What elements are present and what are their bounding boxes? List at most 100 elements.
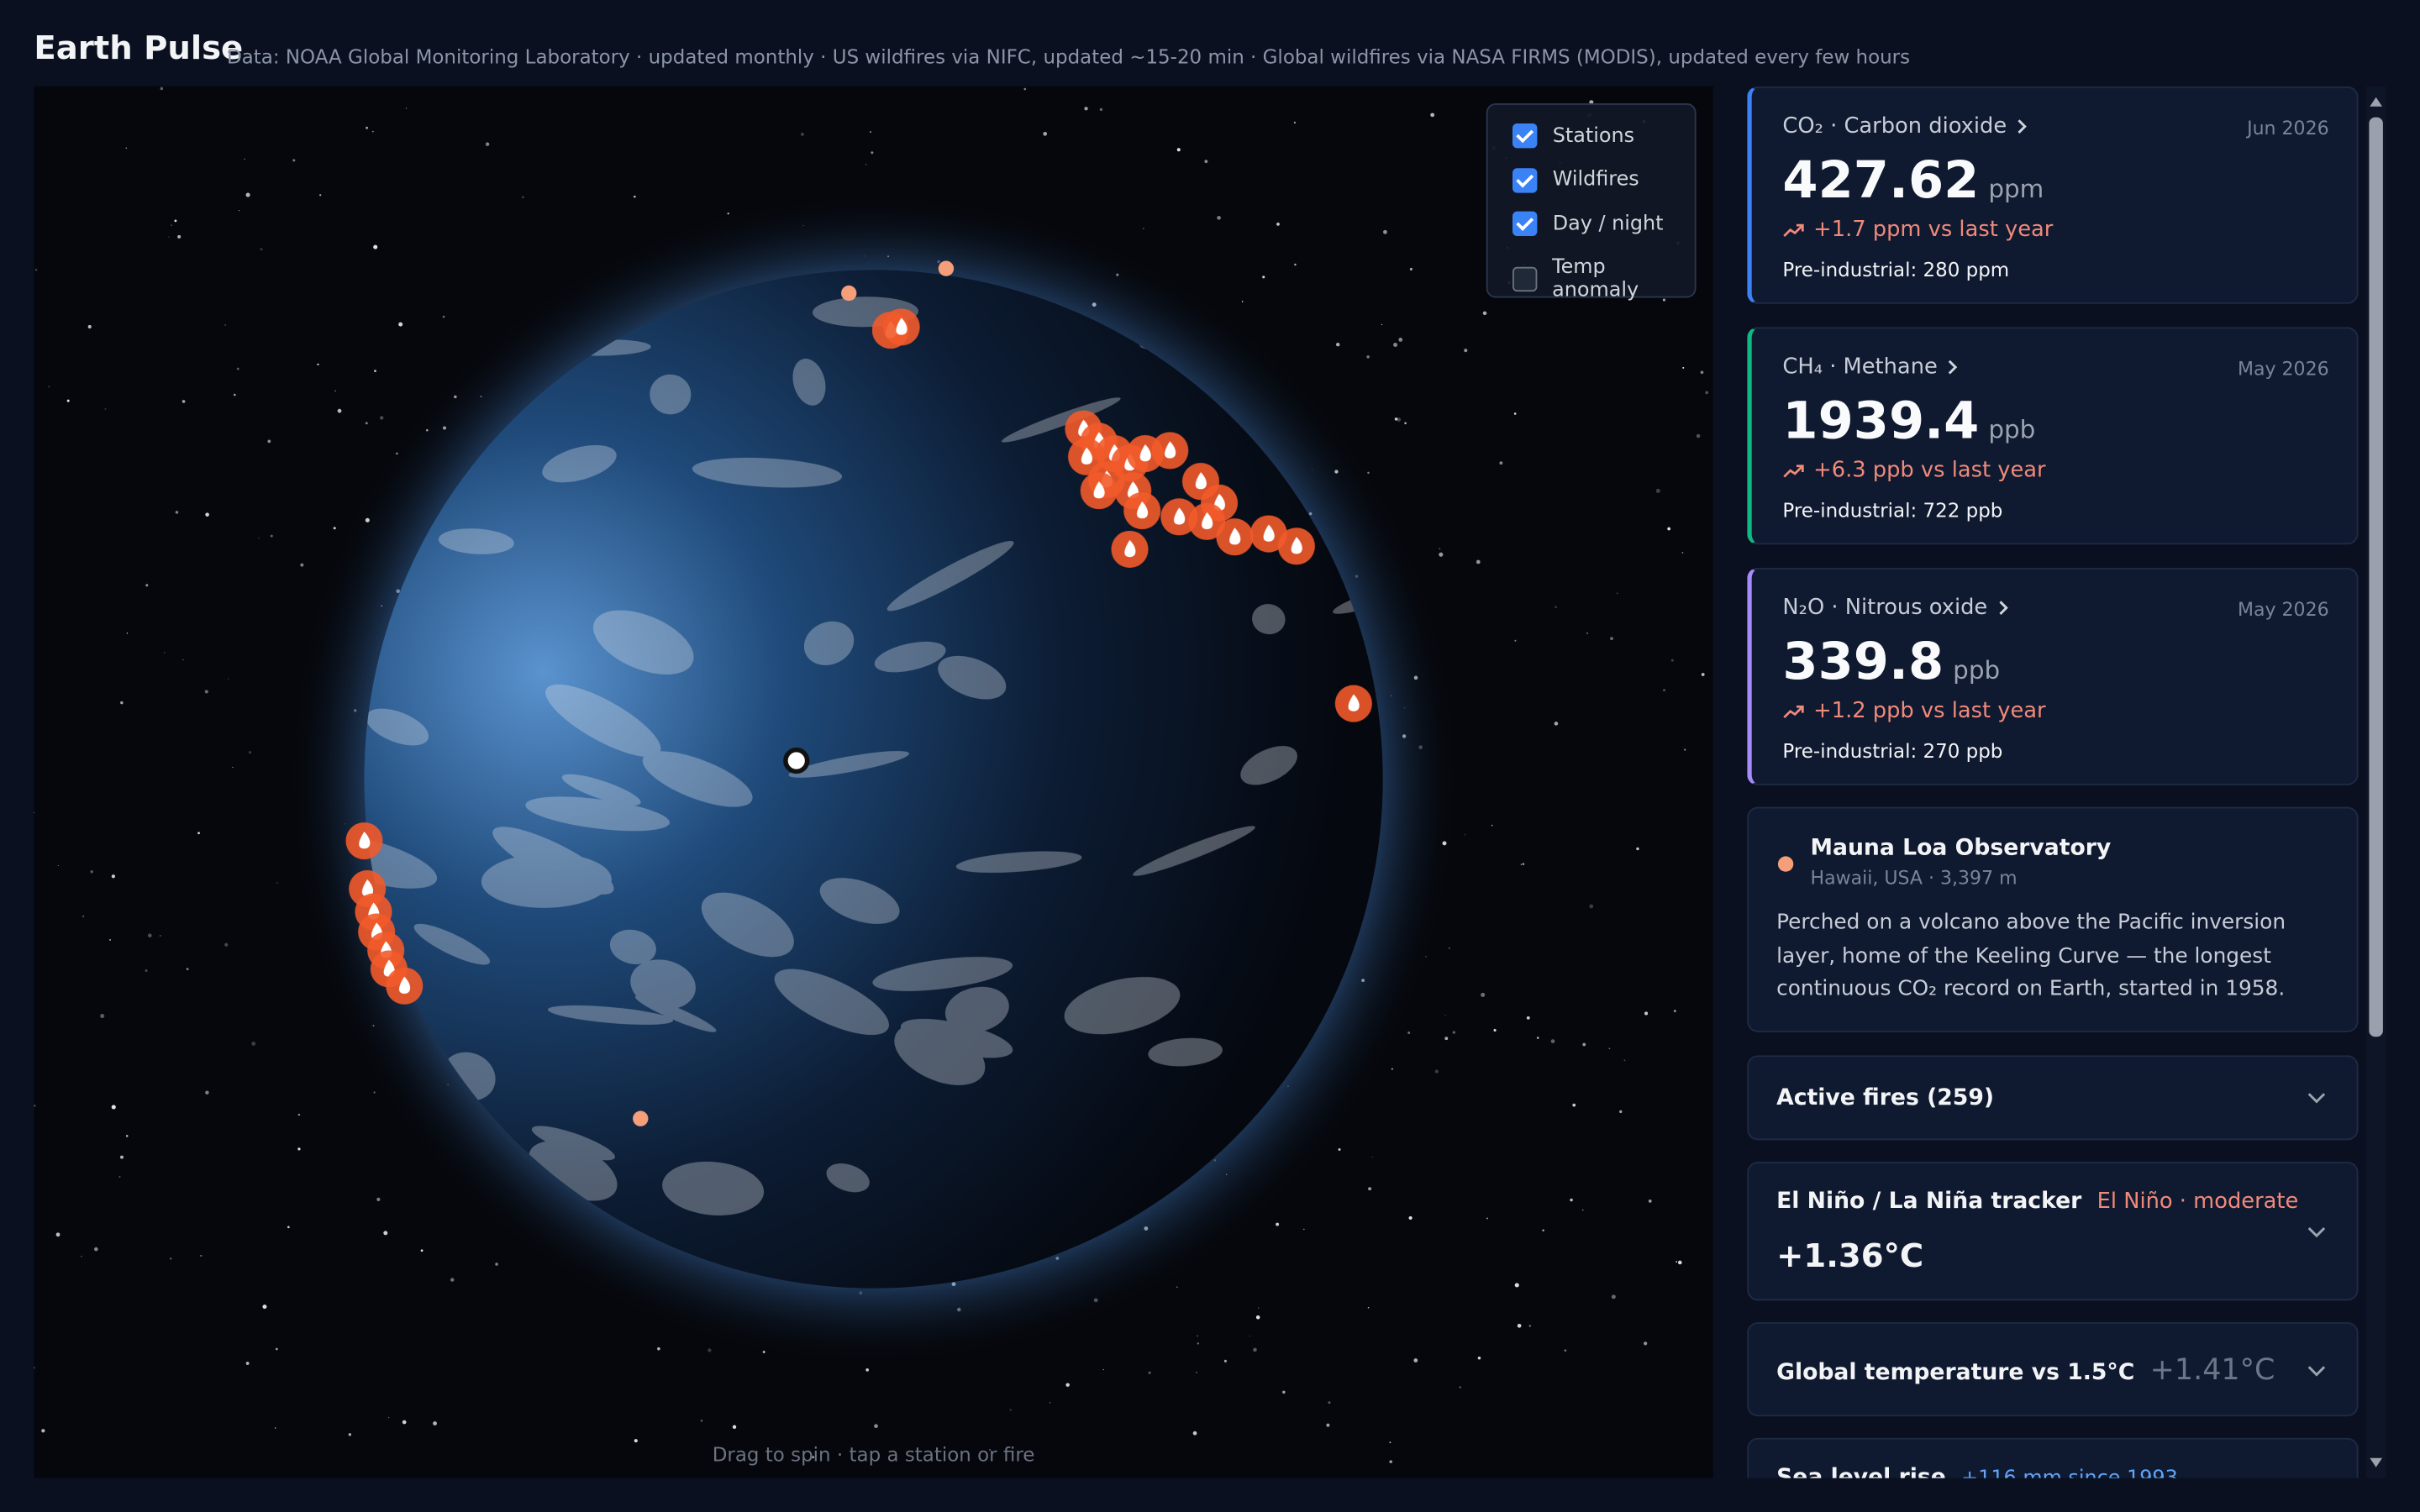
star [1586, 632, 1588, 634]
star [1223, 1359, 1227, 1362]
fire-marker[interactable] [1080, 472, 1118, 510]
layer-toggle[interactable]: Temp anomaly [1512, 255, 1695, 302]
fire-marker[interactable] [1216, 518, 1254, 556]
star [300, 563, 304, 567]
chevron-right[interactable] [1996, 599, 2009, 617]
checkbox[interactable] [1512, 167, 1538, 192]
star [1493, 1028, 1497, 1032]
metric-value: 1939.4 ppb [1782, 391, 2035, 451]
cloud [819, 878, 900, 924]
fire-marker[interactable] [386, 967, 424, 1005]
star [1610, 637, 1614, 641]
metric-unit: ppm [1988, 174, 2044, 204]
star [1662, 298, 1666, 302]
cloud [874, 641, 946, 673]
chevron-down[interactable] [2307, 1366, 2326, 1378]
metric-value: 427.62 ppm [1782, 150, 2044, 210]
metric-number: 427.62 [1782, 150, 1980, 210]
star [1383, 229, 1387, 234]
cloud [1133, 826, 1255, 876]
fire-marker[interactable] [1123, 491, 1161, 530]
star [120, 701, 124, 705]
globe-canvas[interactable] [34, 87, 1712, 1478]
star [433, 1421, 437, 1425]
star [1589, 904, 1594, 909]
chevron-down[interactable] [2307, 1226, 2326, 1239]
fire-marker[interactable] [1111, 530, 1149, 568]
star [94, 1247, 98, 1252]
checkbox[interactable] [1512, 123, 1538, 149]
cloud [542, 444, 617, 483]
star [1368, 1187, 1372, 1191]
star [373, 244, 378, 249]
selected-station[interactable] [783, 747, 810, 774]
metric-card[interactable]: CH₄ · Methane May 2026 1939.4 ppb +6.3 ppb v… [1747, 327, 2359, 545]
chevron-right[interactable] [1947, 358, 1960, 376]
metric-date: May 2026 [2237, 358, 2329, 380]
star [1394, 417, 1398, 421]
fire-marker[interactable] [1277, 528, 1315, 565]
temperature-panel[interactable]: Global temperature vs 1.5°C +1.41°C [1747, 1322, 2359, 1417]
fire-marker[interactable] [882, 308, 920, 346]
cloud [774, 969, 889, 1035]
metric-baseline: Pre-industrial: 722 ppb [1782, 498, 2003, 522]
metric-unit: ppb [1988, 415, 2036, 444]
station-location: Hawaii, USA · 3,397 m [1810, 867, 2018, 889]
cloud [525, 796, 670, 832]
metric-name[interactable]: CH₄ · Methane [1782, 354, 1960, 380]
panel-title: El Niño / La Niña tracker [1776, 1189, 2082, 1215]
station-marker[interactable] [841, 285, 857, 302]
metric-change-text: +1.2 ppb vs last year [1813, 699, 2046, 724]
star [1676, 1261, 1678, 1263]
cloud [1481, 838, 1573, 897]
cloud [189, 1206, 263, 1270]
star [420, 1249, 424, 1252]
layer-toggle[interactable]: Day / night [1512, 211, 1664, 237]
checkbox[interactable] [1512, 265, 1537, 291]
station-marker[interactable] [938, 260, 955, 276]
fire-icon [1195, 472, 1207, 490]
metric-change-text: +6.3 ppb vs last year [1813, 458, 2046, 483]
fire-marker[interactable] [1160, 498, 1198, 536]
chevron-down[interactable] [2307, 1092, 2326, 1105]
fire-marker[interactable] [1151, 432, 1189, 470]
star [1413, 1358, 1418, 1362]
star [334, 390, 336, 392]
layer-label: Day / night [1552, 212, 1664, 236]
star [109, 938, 112, 941]
metric-card[interactable]: CO₂ · Carbon dioxide Jun 2026 427.62 ppm +1.… [1747, 86, 2359, 304]
scrollbar[interactable] [2365, 86, 2386, 1478]
fire-marker[interactable] [1249, 515, 1287, 553]
layer-toggle[interactable]: Stations [1512, 123, 1634, 149]
sea-level-panel[interactable]: Sea level rise +116 mm since 1993 [1747, 1437, 2359, 1478]
fire-marker[interactable] [1334, 685, 1372, 722]
fire-marker[interactable] [345, 822, 383, 860]
star [262, 1305, 267, 1310]
fire-icon [1291, 537, 1302, 554]
fire-icon [1202, 512, 1213, 530]
fire-marker[interactable] [1188, 502, 1226, 540]
star [1143, 228, 1144, 229]
panel-title: Active fires (259) [1776, 1086, 1995, 1111]
globe-view[interactable]: Stations Wildfires Day / night Temp anomaly… [34, 86, 1713, 1478]
star [160, 87, 164, 91]
cloud [701, 892, 794, 958]
metric-card[interactable]: N₂O · Nitrous oxide May 2026 339.8 ppb +1.2 … [1747, 567, 2359, 785]
star [168, 236, 170, 238]
chevron-path [2307, 1093, 2326, 1104]
metric-name[interactable]: N₂O · Nitrous oxide [1782, 596, 2009, 620]
chevron-right[interactable] [2016, 118, 2028, 136]
enso-panel[interactable]: El Niño / La Niña tracker El Niño · moder… [1747, 1162, 2359, 1301]
checkbox[interactable] [1512, 211, 1538, 237]
star [287, 1226, 290, 1229]
cloud [561, 774, 641, 806]
fires-panel[interactable]: Active fires (259) [1747, 1055, 2359, 1141]
station-marker[interactable] [633, 1110, 649, 1126]
cloud [413, 923, 491, 965]
layer-toggle[interactable]: Wildfires [1512, 167, 1639, 192]
scrollbar-graphic [2369, 97, 2383, 1467]
star [1550, 1039, 1555, 1043]
metric-name[interactable]: CO₂ · Carbon dioxide [1782, 114, 2028, 139]
